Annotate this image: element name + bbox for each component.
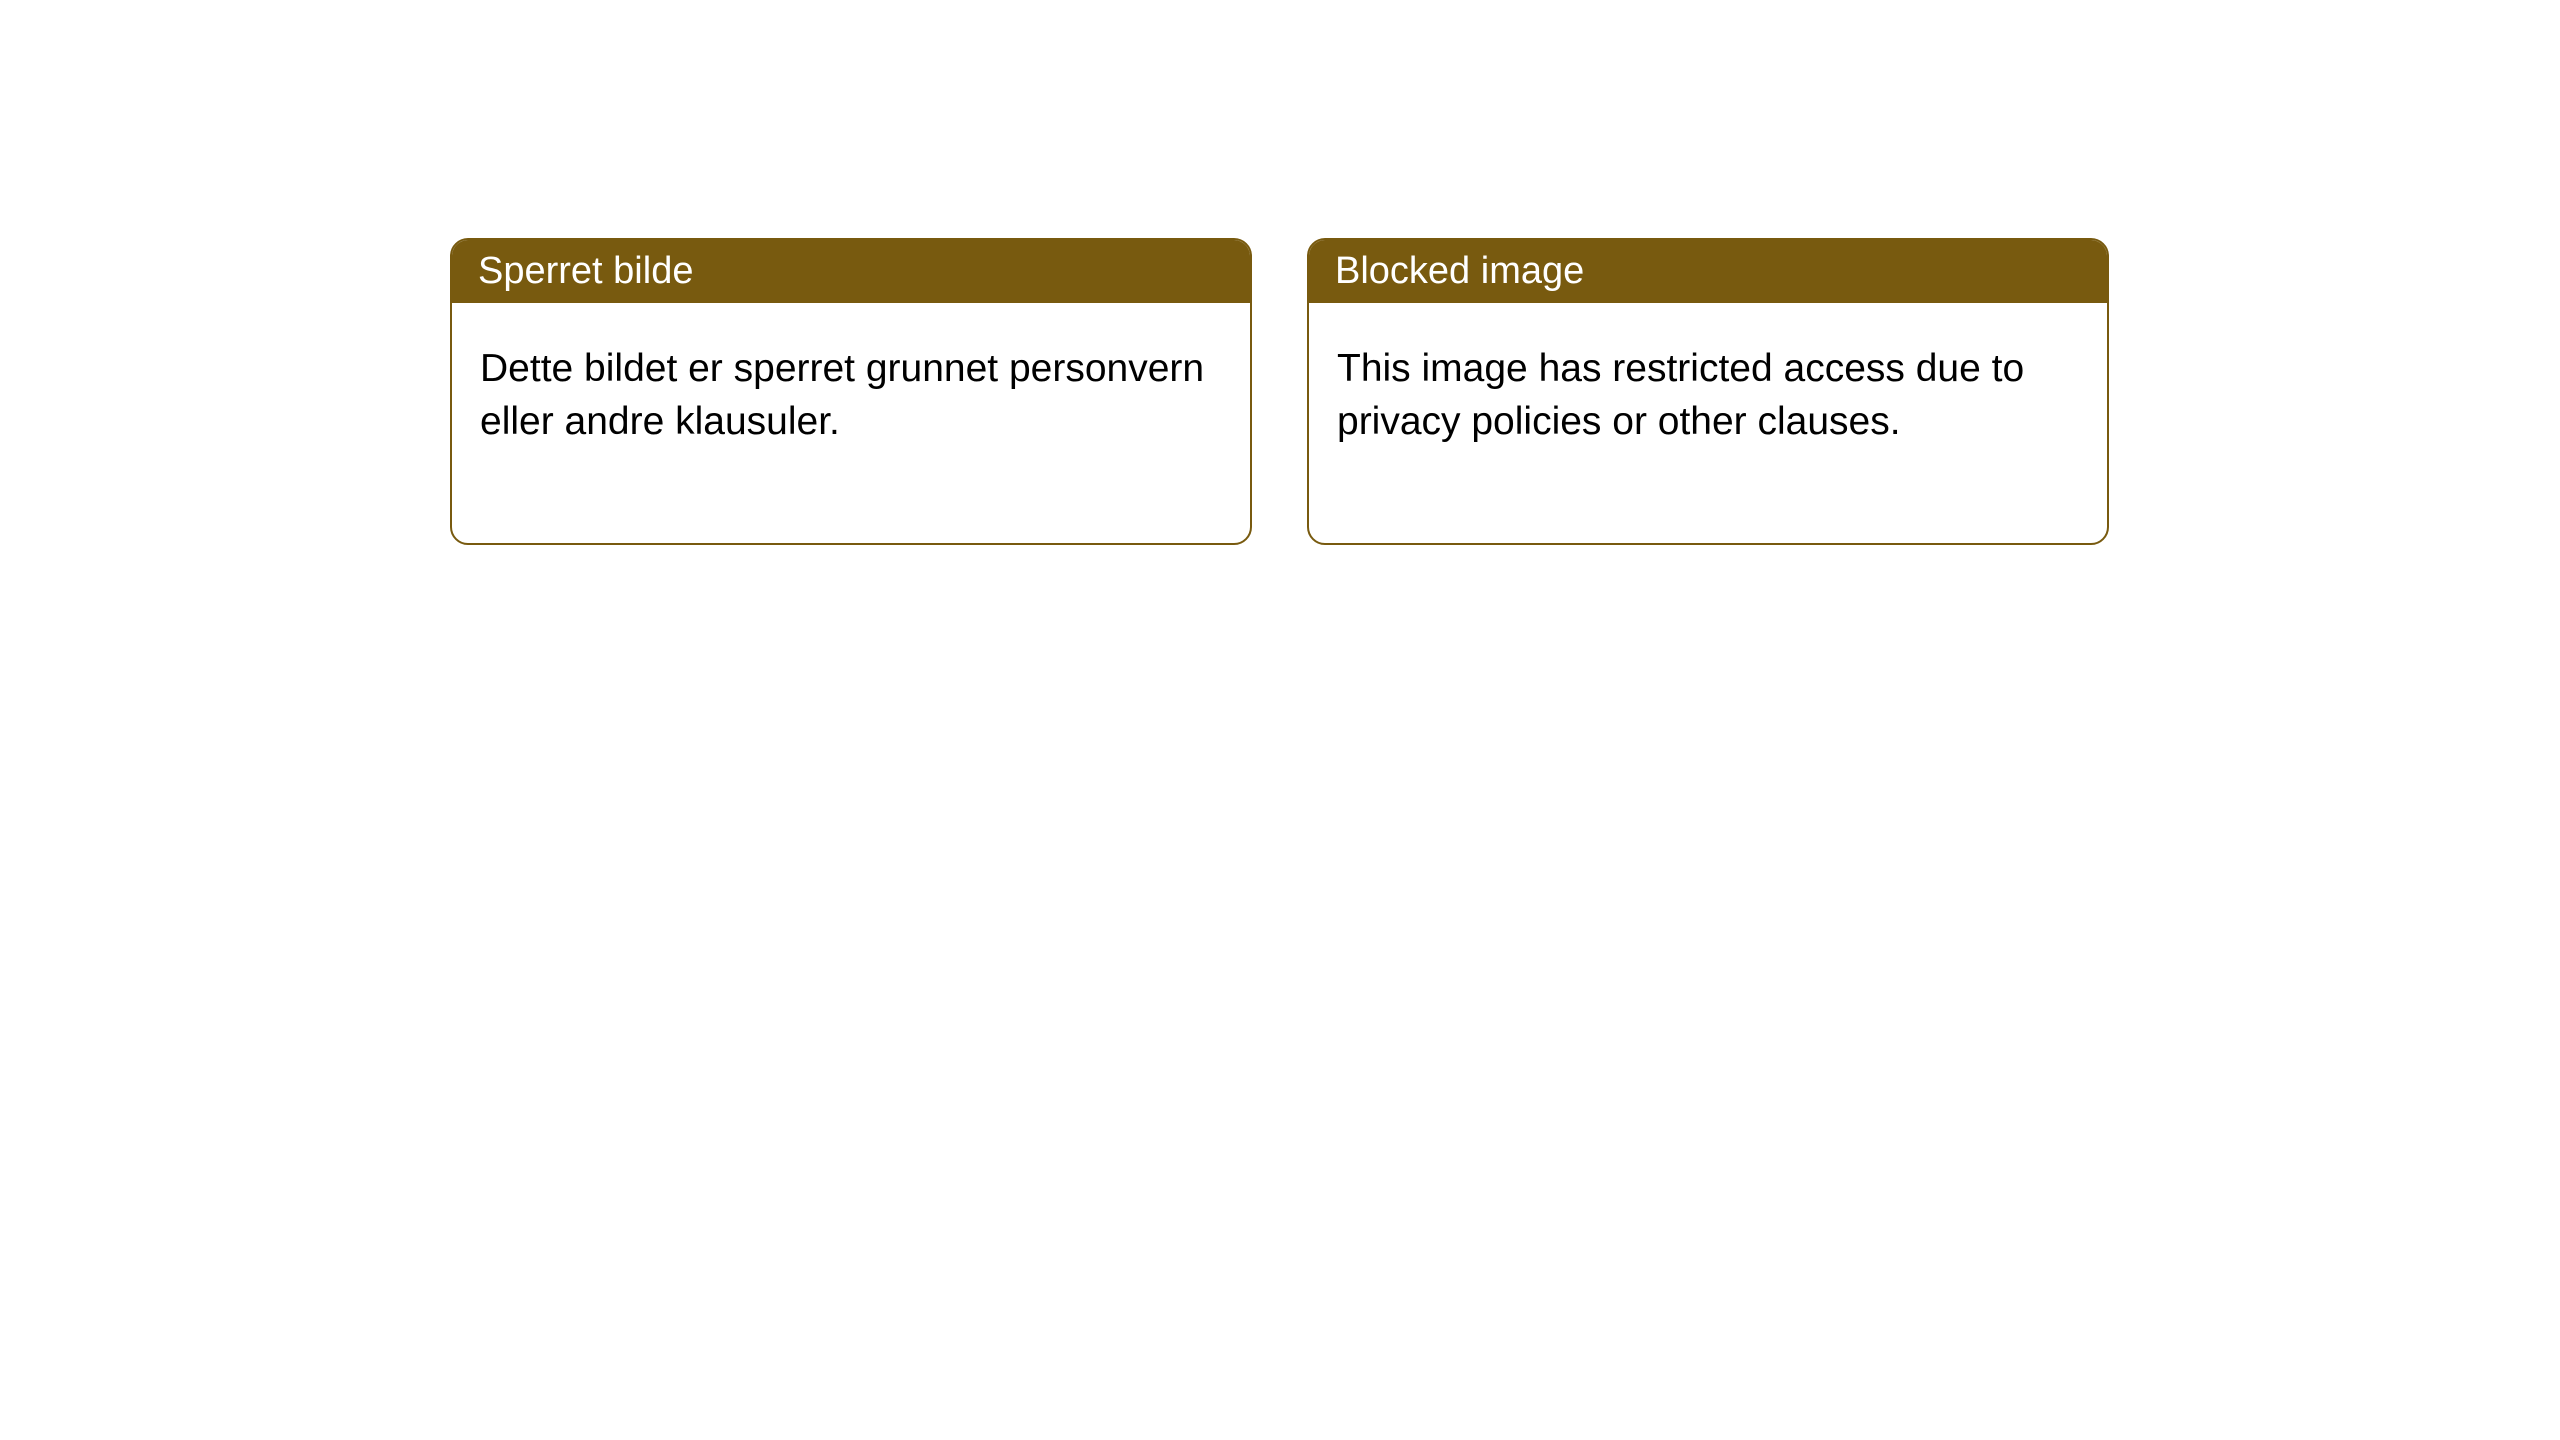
notice-title: Sperret bilde bbox=[478, 250, 693, 292]
notice-body: Dette bildet er sperret grunnet personve… bbox=[452, 303, 1250, 543]
notice-header: Blocked image bbox=[1309, 240, 2107, 303]
notice-text: This image has restricted access due to … bbox=[1337, 347, 2024, 443]
notice-body: This image has restricted access due to … bbox=[1309, 303, 2107, 543]
notice-text: Dette bildet er sperret grunnet personve… bbox=[480, 347, 1204, 443]
notice-header: Sperret bilde bbox=[452, 240, 1250, 303]
notice-title: Blocked image bbox=[1335, 250, 1584, 292]
notice-container: Sperret bilde Dette bildet er sperret gr… bbox=[450, 238, 2109, 545]
notice-card-english: Blocked image This image has restricted … bbox=[1307, 238, 2109, 545]
notice-card-norwegian: Sperret bilde Dette bildet er sperret gr… bbox=[450, 238, 1252, 545]
